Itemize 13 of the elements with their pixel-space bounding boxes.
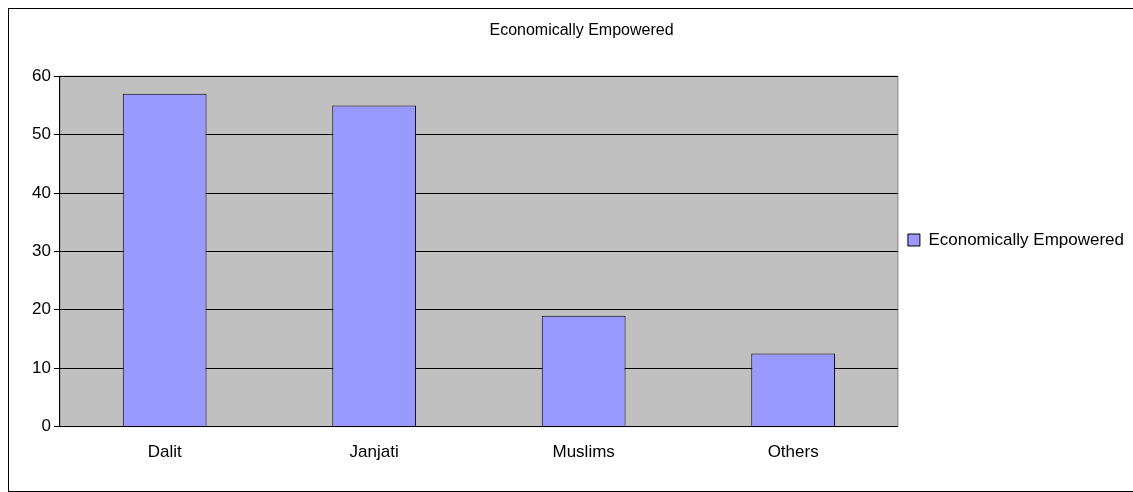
x-tick-label: Janjati bbox=[349, 442, 399, 462]
y-tick-label: 60 bbox=[31, 65, 51, 85]
x-tick-label: Muslims bbox=[552, 442, 615, 462]
y-tick-label: 0 bbox=[41, 416, 51, 436]
y-tick-label: 40 bbox=[31, 182, 51, 202]
y-tick-label: 20 bbox=[31, 299, 51, 319]
chart-title: Economically Empowered bbox=[489, 21, 674, 39]
y-tick-label: 30 bbox=[31, 241, 51, 261]
y-tick-label: 10 bbox=[31, 357, 51, 377]
legend-label: Economically Empowered bbox=[928, 229, 1125, 249]
y-tick-label: 50 bbox=[31, 124, 51, 144]
x-tick-label: Dalit bbox=[147, 442, 182, 462]
x-tick-label: Others bbox=[767, 442, 819, 462]
